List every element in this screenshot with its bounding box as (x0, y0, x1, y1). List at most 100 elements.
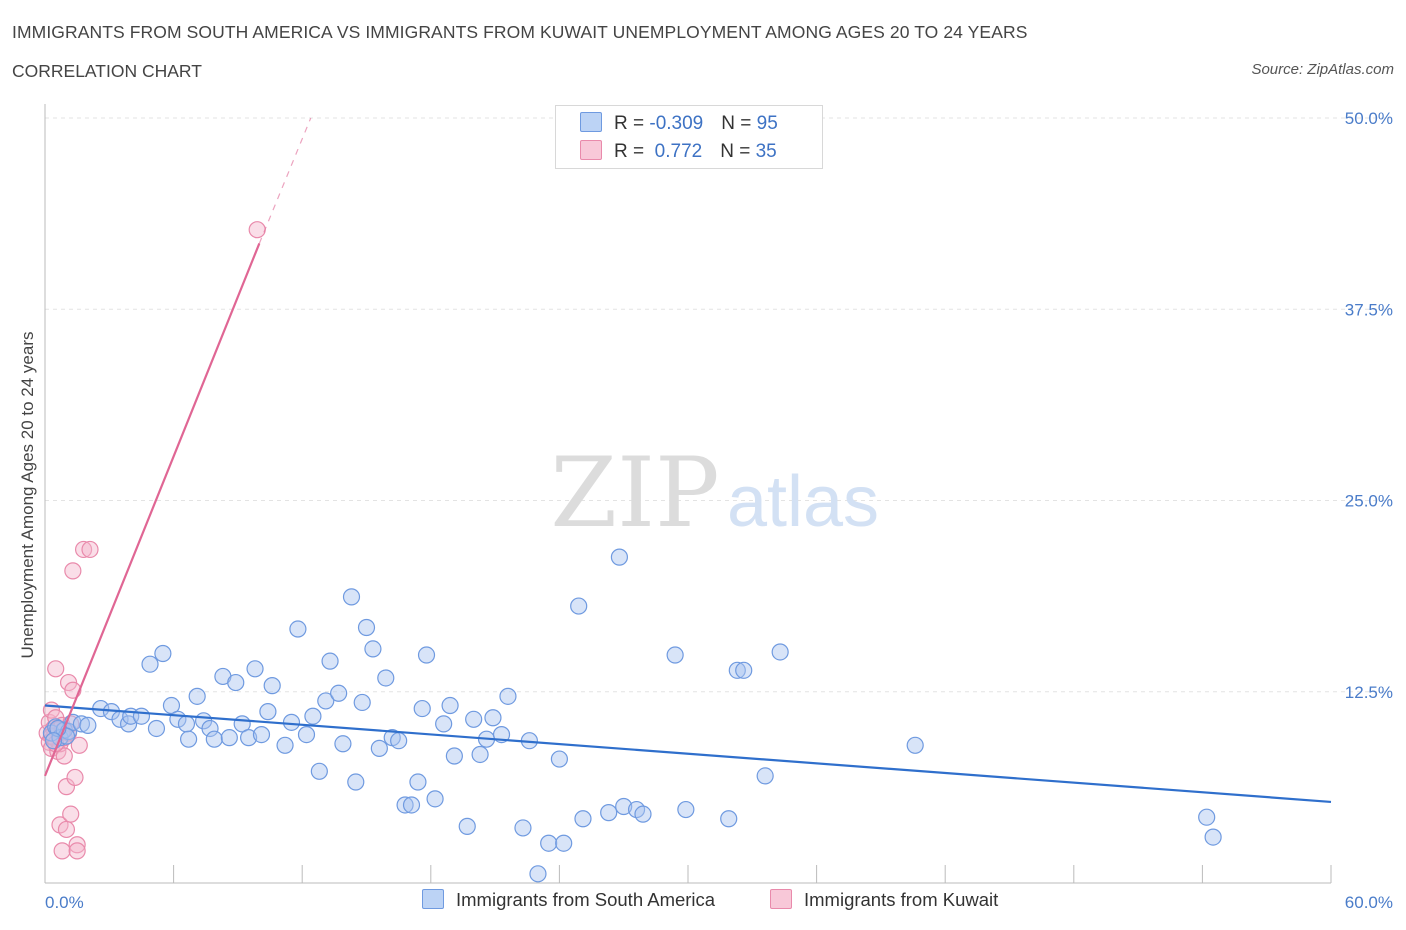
kuwait-point (47, 660, 65, 678)
bottom-swatch-kuwait (770, 889, 792, 909)
south-america-point (445, 747, 463, 765)
south-america-point (550, 750, 569, 768)
south-america-point (574, 810, 592, 828)
y-tick-label-2: 37.5% (1345, 300, 1393, 319)
south-america-point (1204, 828, 1222, 846)
south-america-point (263, 677, 281, 695)
south-america-point (1198, 808, 1216, 826)
kuwait-point (57, 820, 76, 839)
south-america-point (246, 660, 264, 678)
chart-title: IMMIGRANTS FROM SOUTH AMERICA VS IMMIGRA… (12, 22, 1028, 42)
south-america-point (610, 548, 629, 566)
legend-r-south-america: -0.309 (649, 113, 704, 134)
south-america-point (514, 819, 532, 837)
kuwait-point (81, 540, 99, 559)
south-america-point (471, 745, 489, 764)
kuwait-trend-line (43, 243, 261, 777)
south-america-point (147, 719, 166, 738)
kuwait-trend-extension (258, 117, 312, 244)
south-america-point (441, 696, 459, 715)
kuwait-point (74, 540, 93, 559)
x-tick-label-1: 60.0% (1345, 893, 1393, 912)
south-america-point (413, 699, 431, 718)
south-america-point (906, 736, 924, 754)
south-america-point (353, 693, 371, 712)
south-america-points (42, 548, 1222, 883)
south-america-point (634, 805, 652, 823)
south-america-point (364, 640, 382, 658)
kuwait-point (66, 768, 84, 787)
south-america-point (180, 730, 198, 748)
source-label: Source: ZipAtlas.com (1251, 61, 1394, 78)
south-america-point (240, 729, 258, 747)
tick-labels: 12.5% 25.0% 37.5% 50.0% 0.0% 60.0% (45, 109, 1393, 912)
bottom-legend-south-america: Immigrants from South America (422, 889, 715, 911)
south-america-point (720, 810, 738, 828)
south-america-point (162, 696, 181, 715)
south-america-point (321, 652, 339, 670)
south-america-point (310, 762, 328, 780)
kuwait-point (62, 805, 80, 823)
south-america-point (426, 790, 444, 808)
legend-swatch-south-america (580, 112, 602, 132)
trend-lines (43, 117, 1332, 804)
south-america-point (154, 644, 172, 663)
bottom-legend-kuwait: Immigrants from Kuwait (770, 889, 998, 911)
south-america-point (465, 710, 483, 728)
y-tick-label-1: 25.0% (1345, 492, 1393, 511)
south-america-point (289, 620, 307, 638)
south-america-point (317, 692, 335, 710)
kuwait-point (53, 842, 71, 860)
south-america-point (417, 646, 436, 664)
legend: R = -0.309 N = 95 R = 0.772 N = 35 (555, 105, 823, 169)
south-america-point (141, 655, 159, 673)
watermark-zip: ZIP (550, 437, 719, 549)
south-america-point (540, 834, 558, 852)
y-tick-label-0: 12.5% (1345, 683, 1393, 702)
south-america-point (342, 588, 361, 606)
south-america-point (205, 730, 223, 748)
south-america-point (132, 707, 151, 725)
y-axis-label: Unemployment Among Ages 20 to 24 years (18, 332, 37, 659)
south-america-point (396, 796, 414, 814)
south-america-point (220, 729, 238, 747)
south-america-point (600, 804, 618, 822)
chart-subtitle: CORRELATION CHART (12, 61, 202, 81)
south-america-point (728, 661, 746, 679)
kuwait-point (68, 842, 86, 860)
south-america-point (677, 800, 695, 819)
south-america-point (177, 715, 196, 733)
kuwait-point (55, 747, 73, 765)
south-america-point (370, 739, 388, 757)
x-tick-label-0: 0.0% (45, 893, 84, 912)
south-america-point (484, 709, 502, 727)
south-america-point (297, 725, 316, 744)
south-america-point (72, 715, 91, 733)
south-america-point (259, 703, 277, 721)
south-america-point (555, 834, 573, 852)
watermark: ZIP atlas (550, 437, 879, 549)
south-america-point (409, 773, 427, 791)
south-america-point (771, 643, 789, 661)
kuwait-points (38, 221, 266, 860)
south-america-point (347, 773, 365, 791)
kuwait-point (57, 778, 76, 796)
gridlines (45, 117, 1391, 693)
south-america-point (330, 684, 348, 702)
south-america-point (735, 661, 753, 679)
south-america-point (188, 687, 206, 705)
legend-n-kuwait: 35 (755, 141, 777, 162)
south-america-point (499, 687, 517, 705)
y-tick-label-3: 50.0% (1345, 109, 1393, 128)
south-america-point (357, 618, 376, 637)
south-america-point (458, 817, 476, 835)
south-america-point (252, 725, 271, 744)
south-america-point (227, 673, 245, 692)
kuwait-point (68, 836, 86, 854)
south-america-point (304, 707, 322, 725)
south-america-point (756, 767, 774, 785)
bottom-swatch-south-america (422, 889, 444, 909)
kuwait-point (64, 562, 82, 580)
legend-row-kuwait: R = 0.772 N = 35 (580, 140, 777, 166)
